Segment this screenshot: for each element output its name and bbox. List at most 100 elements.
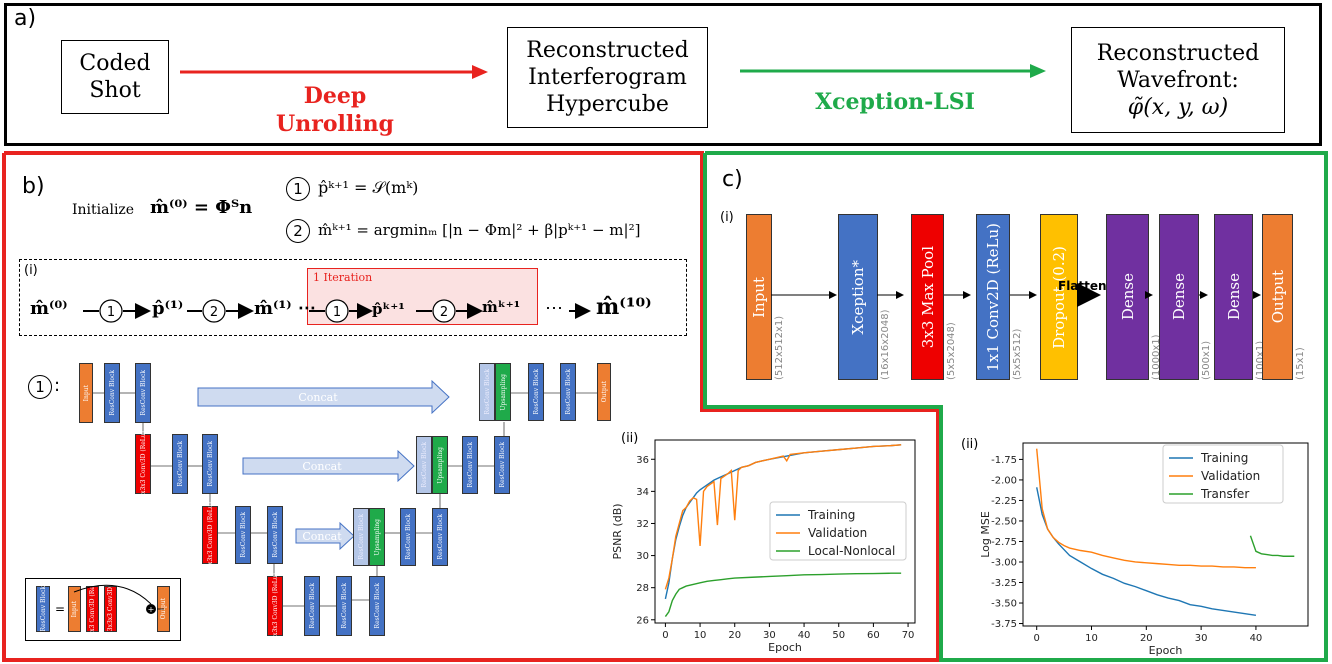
iteration-chain-box bbox=[19, 259, 687, 336]
svg-text:+: + bbox=[148, 605, 155, 614]
unet-resconv-12: ResConv Block bbox=[462, 436, 478, 494]
chain-p1: p̂⁽¹⁾ bbox=[152, 298, 184, 319]
concat-label-3: Concat bbox=[302, 530, 342, 543]
unet-resconv-3: ResConv Block bbox=[172, 434, 188, 494]
legend-conv3d: 3x3x3 Conv3D bbox=[104, 586, 117, 632]
chain-sub-label: (i) bbox=[24, 263, 38, 278]
chart-b-xtick-label-1: 10 bbox=[694, 630, 707, 641]
psnr-chart: 0 10 20 30 40 50 60 70 26 28 30 32 34 36 Epoch PSNR (dB… bbox=[611, 439, 916, 654]
resconv-legend-equals: = bbox=[55, 602, 66, 616]
chain-arrows: 1 2 1 2 bbox=[83, 299, 591, 323]
hypercube-line3: Hypercube bbox=[546, 92, 669, 117]
one-iteration-label: 1 Iteration bbox=[313, 271, 373, 284]
chart-b-ytick-label-1: 28 bbox=[636, 583, 649, 594]
unet-connections: Concat Concat Concat bbox=[93, 379, 598, 607]
chain-m10: m̂⁽¹⁰⁾ bbox=[596, 294, 652, 320]
chart-b-xtick-label-2: 20 bbox=[728, 630, 741, 641]
panel-c-label: c) bbox=[722, 167, 743, 192]
unet-upsample-1: Upsampling bbox=[495, 363, 511, 421]
unet-step-circle: 1 bbox=[28, 375, 52, 399]
unet-colon: : bbox=[54, 375, 61, 396]
xception-block-xception: Xception* bbox=[838, 214, 878, 380]
chart-c-legend-label-1: Validation bbox=[1201, 469, 1260, 483]
deep-unrolling-line1: Deep bbox=[303, 83, 367, 109]
mse-chart: 0 10 20 30 40 -1.75 -2.00 -2.25 -2.50 -2.75 -3.00 -… bbox=[979, 442, 1309, 657]
chart-c-ytick-label-6: -3.25 bbox=[991, 578, 1017, 589]
step1-formula: p̂ᵏ⁺¹ = 𝒮(mᵏ) bbox=[318, 178, 419, 197]
chart-b-sub-label: (ii) bbox=[621, 431, 639, 446]
svg-text:2: 2 bbox=[440, 305, 448, 320]
flatten-label: Flatten bbox=[1058, 279, 1107, 293]
chart-c-xtick-label-3: 30 bbox=[1195, 633, 1208, 644]
unet-input: Input bbox=[79, 363, 93, 423]
chart-c-ytick-label-3: -2.50 bbox=[991, 516, 1017, 527]
unet-resconv-2: ResConv Block bbox=[135, 363, 151, 423]
unet-upsample-3: Upsampling bbox=[369, 508, 385, 566]
concat-label-2: Concat bbox=[302, 460, 342, 473]
svg-text:1: 1 bbox=[107, 305, 115, 320]
unet-resconv-11: ResConv Block bbox=[432, 508, 448, 566]
wavefront-box: Reconstructed Wavefront: φ̃(x, y, ω) bbox=[1071, 27, 1285, 133]
chart-c-xtick-label-1: 10 bbox=[1085, 633, 1098, 644]
xception-block-dense-500: Dense bbox=[1159, 214, 1199, 380]
hypercube-line1: Reconstructed bbox=[526, 38, 689, 63]
xception-block-maxpool: 3x3 Max Pool bbox=[911, 214, 944, 380]
unet-resconv-14: ResConv Block bbox=[528, 363, 544, 421]
unet-conv3d-2: 3x3x3 Conv3D (ReLu) bbox=[202, 502, 218, 568]
chart-c-xtick-label-0: 0 bbox=[1034, 633, 1040, 644]
step1-num: 1 bbox=[293, 180, 303, 198]
resconv-legend-skip: + bbox=[73, 584, 164, 614]
chain-mk1: m̂ᵏ⁺¹ bbox=[482, 298, 521, 316]
hypercube-line2: Interferogram bbox=[528, 65, 687, 90]
xception-block-input: Input bbox=[746, 214, 772, 380]
deep-unrolling-line2: Unrolling bbox=[276, 111, 394, 137]
chart-c-ytick-label-0: -1.75 bbox=[991, 455, 1017, 466]
chart-b-xtick-label-3: 30 bbox=[763, 630, 776, 641]
step2-circle: 2 bbox=[286, 219, 310, 243]
chart-c-series-2 bbox=[1249, 535, 1295, 557]
chart-c-ytick-label-2: -2.25 bbox=[991, 496, 1017, 507]
panel-a bbox=[4, 3, 1322, 146]
unet-concat-3: ResConv Block bbox=[353, 508, 369, 566]
unet-resconv-4: ResConv Block bbox=[202, 434, 218, 494]
chart-b-legend-label-2: Local-Nonlocal bbox=[808, 544, 895, 558]
chain-dots: ⋯ bbox=[545, 298, 563, 319]
chart-c-series-1 bbox=[1036, 448, 1256, 569]
chart-c-frame bbox=[1022, 442, 1309, 627]
init-formula: m̂⁽⁰⁾ = Φᵀn bbox=[150, 197, 253, 218]
step2-num: 2 bbox=[293, 222, 303, 240]
wavefront-line2: Wavefront: bbox=[1117, 67, 1239, 93]
coded-shot-line2: Shot bbox=[89, 78, 141, 103]
chart-b-ytick-label-0: 26 bbox=[636, 615, 649, 626]
chart-b-ytick-label-2: 30 bbox=[636, 551, 649, 562]
chart-c-legend-label-0: Training bbox=[1200, 451, 1248, 465]
legend-resconv: ResConv Block bbox=[36, 586, 50, 632]
chart-b-xlabel: Epoch bbox=[768, 641, 802, 654]
xception-block-conv2d: 1x1 Conv2D (ReLu) bbox=[976, 214, 1010, 380]
chart-b-frame bbox=[654, 439, 916, 624]
hypercube-box: Reconstructed Interferogram Hypercube bbox=[507, 27, 708, 128]
unet-resconv-6: ResConv Block bbox=[267, 506, 283, 564]
deep-unrolling-arrow bbox=[180, 65, 488, 79]
chart-b-ytick-label-5: 36 bbox=[636, 455, 649, 466]
chart-b-ylabel: PSNR (dB) bbox=[611, 503, 624, 559]
chart-c-xtick-label-4: 40 bbox=[1250, 633, 1263, 644]
unet-upsample-2: Upsampling bbox=[432, 436, 448, 494]
svg-text:2: 2 bbox=[210, 305, 218, 320]
concat-label-1: Concat bbox=[298, 391, 338, 404]
chart-b-legend-label-1: Validation bbox=[808, 526, 867, 540]
legend-input: Input bbox=[68, 586, 81, 632]
chart-b-xtick-label-6: 60 bbox=[867, 630, 880, 641]
chart-b-legend bbox=[769, 501, 907, 561]
step1-circle: 1 bbox=[286, 177, 310, 201]
wavefront-line1: Reconstructed bbox=[1096, 40, 1260, 66]
unet-resconv-13: ResConv Block bbox=[494, 436, 510, 494]
unet-resconv-10: ResConv Block bbox=[400, 508, 416, 566]
chart-b-ytick-label-4: 34 bbox=[636, 487, 649, 498]
unet-resconv-7: ResConv Block bbox=[304, 576, 320, 636]
xception-block-output: Output bbox=[1262, 214, 1293, 380]
chart-b-xtick-label-4: 40 bbox=[798, 630, 811, 641]
chart-b-xtick-label-5: 50 bbox=[832, 630, 845, 641]
unet-concat-1: ResConv Block bbox=[479, 363, 495, 421]
